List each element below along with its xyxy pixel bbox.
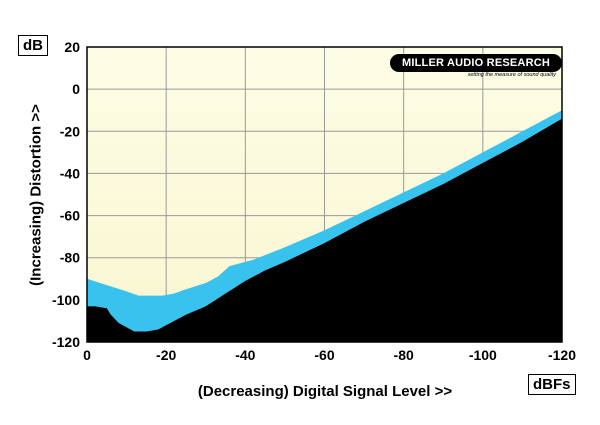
x-tick-labels: 0 -20 -40 -60 -80 -100 -120 — [83, 347, 576, 363]
logo-text: MILLER AUDIO RESEARCH — [390, 54, 562, 72]
x-tick-label: -100 — [469, 347, 497, 363]
y-tick-label: -40 — [60, 165, 80, 181]
x-unit-label: dBFs — [528, 374, 576, 395]
y-tick-label: -80 — [60, 250, 80, 266]
y-tick-label: -20 — [60, 123, 80, 139]
y-axis-label: (Increasing) Distortion >> — [27, 104, 45, 286]
y-tick-labels: 20 0 -20 -40 -60 -80 -100 -120 — [52, 39, 80, 350]
x-axis-label: (Decreasing) Digital Signal Level >> — [197, 383, 453, 400]
logo-tagline: setting the measure of sound quality — [467, 72, 556, 78]
x-tick-label: 0 — [83, 347, 91, 363]
brand-logo: MILLER AUDIO RESEARCH setting the measur… — [390, 54, 562, 78]
x-tick-label: -120 — [548, 347, 576, 363]
x-tick-label: -60 — [314, 347, 334, 363]
y-tick-label: -60 — [60, 208, 80, 224]
noise-floor-area — [87, 118, 562, 342]
y-tick-label: 20 — [64, 39, 80, 55]
x-tick-label: -40 — [235, 347, 255, 363]
x-tick-label: -20 — [156, 347, 176, 363]
y-unit-label: dB — [18, 35, 48, 56]
x-tick-label: -80 — [394, 347, 414, 363]
y-tick-label: -120 — [52, 334, 80, 350]
plot-border — [86, 46, 563, 343]
y-tick-label: -100 — [52, 292, 80, 308]
y-tick-label: 0 — [72, 81, 80, 97]
distortion-band — [87, 110, 562, 332]
